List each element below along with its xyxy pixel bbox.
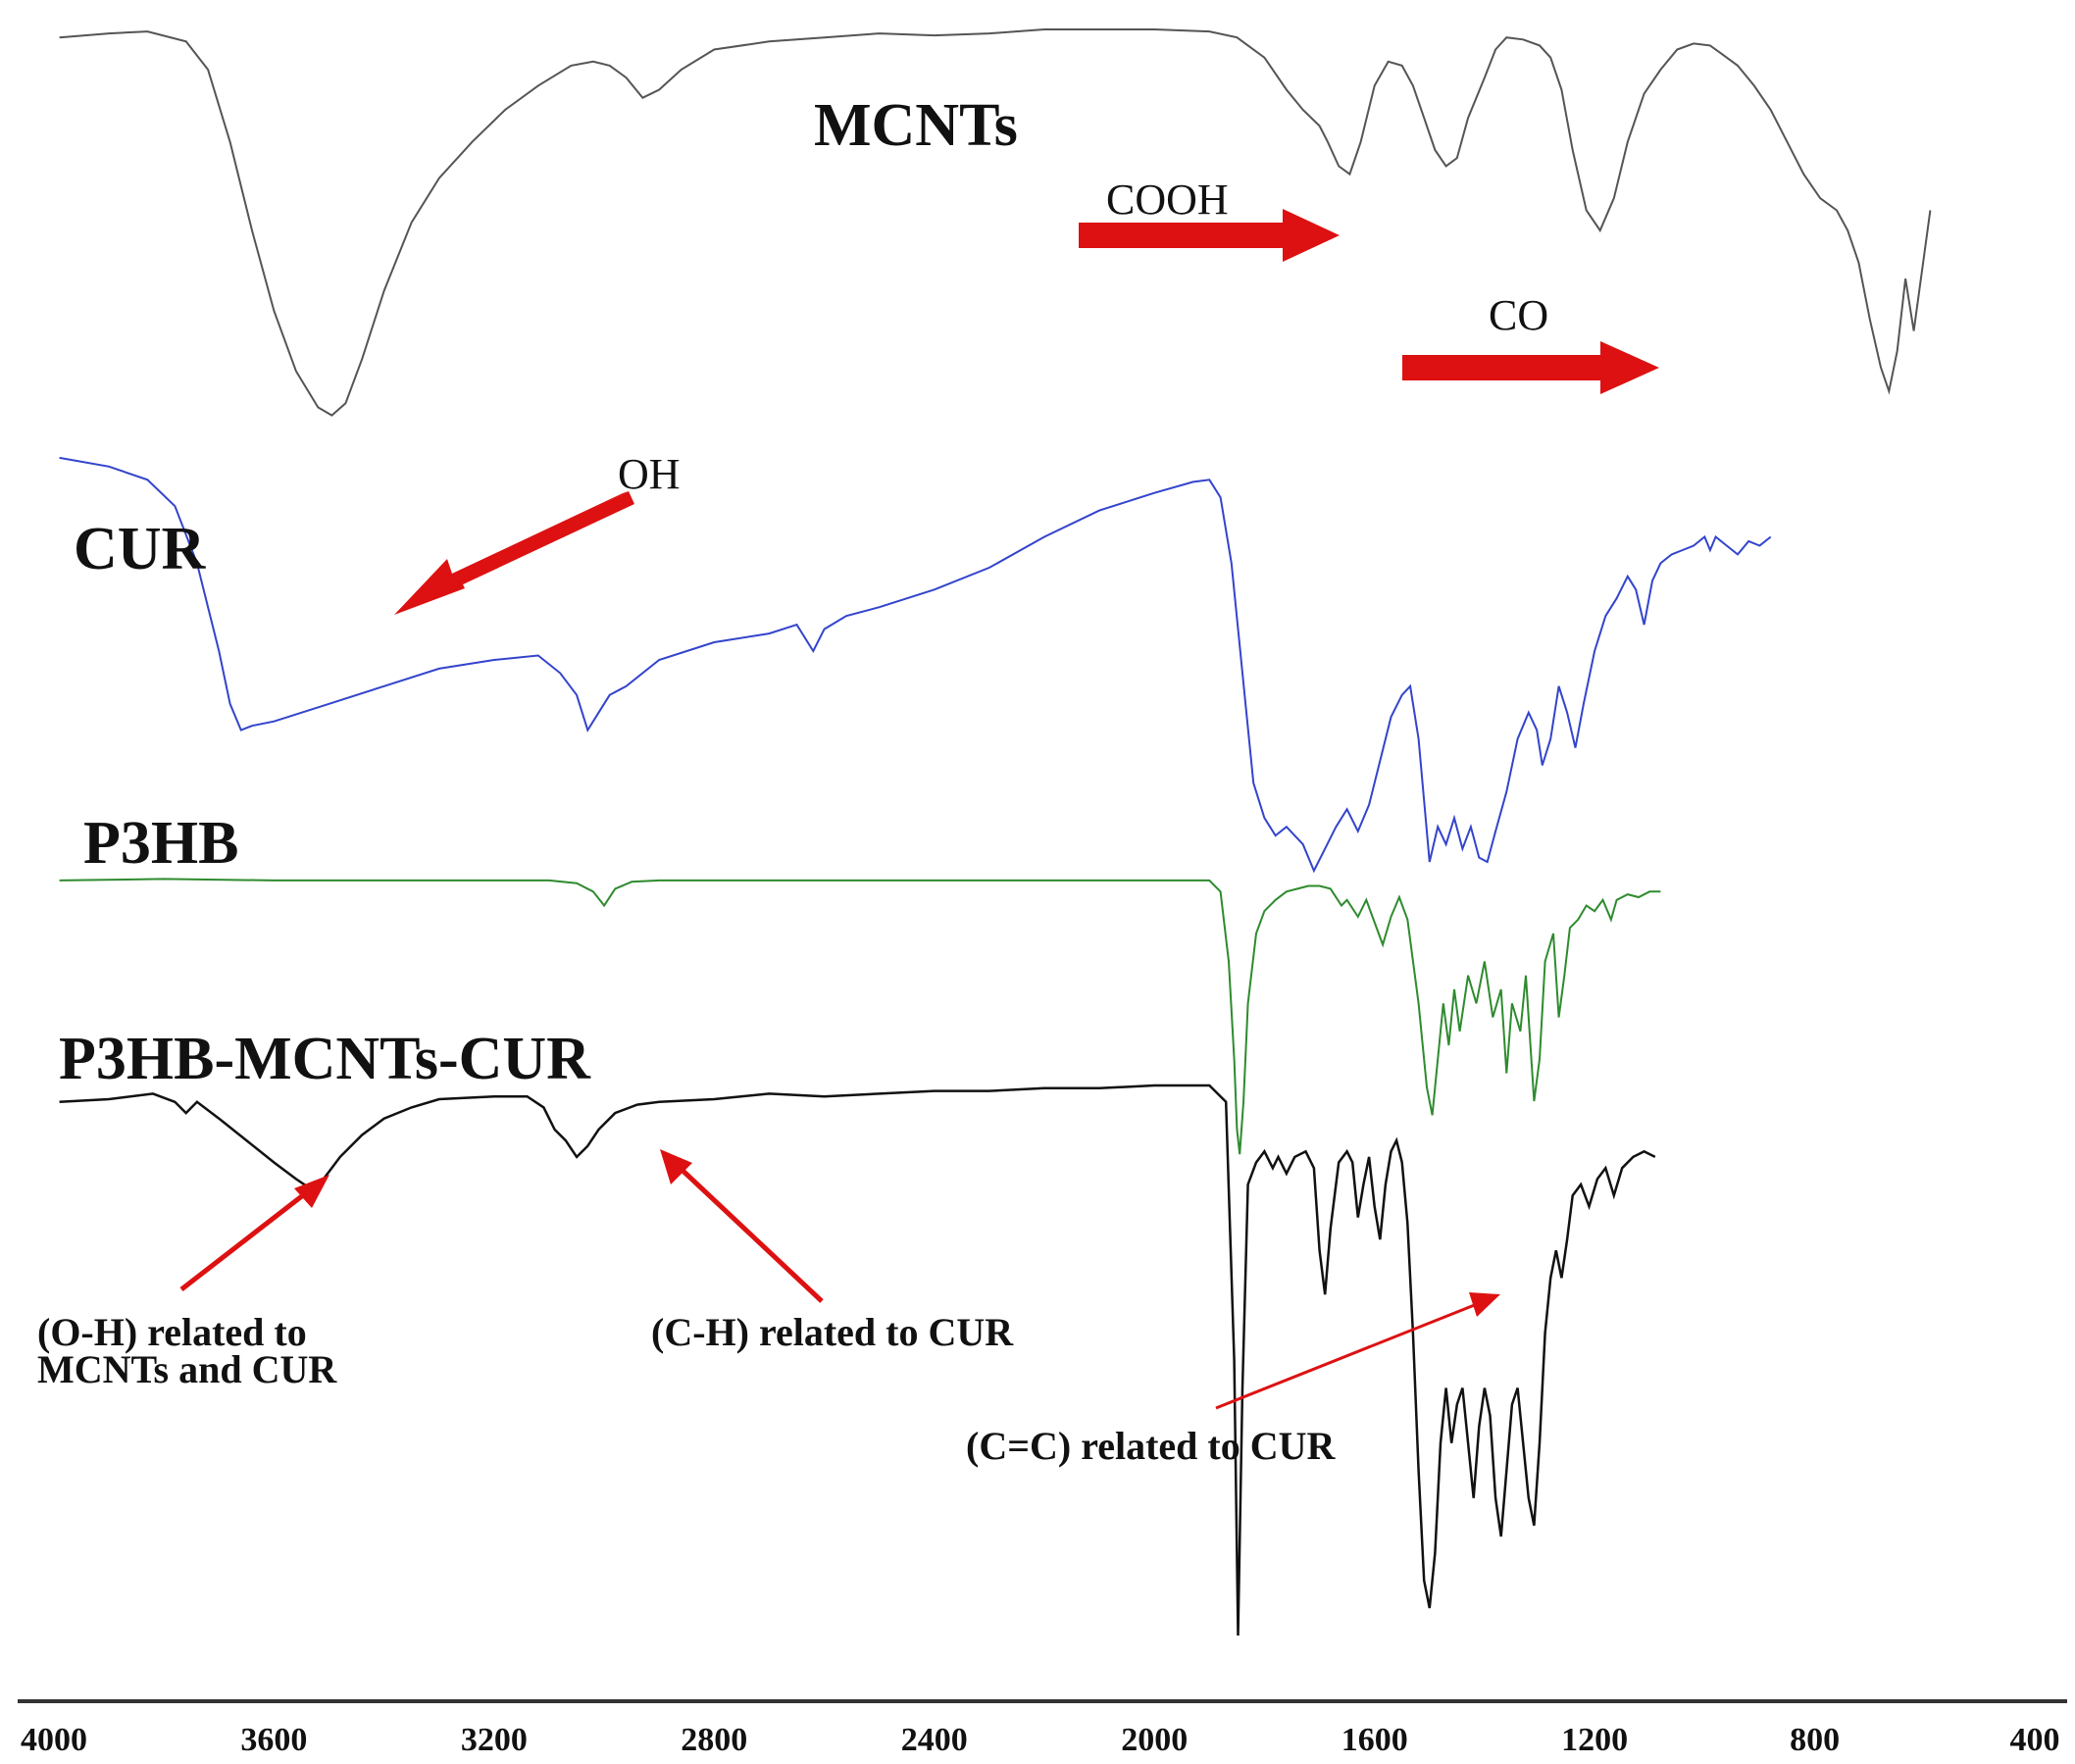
cur-spectrum-line bbox=[59, 456, 1772, 874]
ch-related-arrowhead bbox=[660, 1149, 692, 1184]
mcnts-spectrum-line bbox=[59, 28, 1932, 417]
oh-arrow-shaft bbox=[452, 491, 634, 585]
x-tick-label: 400 bbox=[2010, 1722, 2060, 1758]
x-tick-label: 2000 bbox=[1121, 1722, 1188, 1758]
oh-related-arrow bbox=[179, 1186, 314, 1291]
cur-trace-label: CUR bbox=[74, 516, 207, 582]
p3hb-spectrum-line bbox=[59, 878, 1661, 1155]
x-tick-label: 3600 bbox=[240, 1722, 307, 1758]
spectra-traces bbox=[59, 28, 1932, 1637]
cc-related-arrow bbox=[1215, 1302, 1478, 1410]
oh-related-annotation-line2: MCNTs and CUR bbox=[37, 1347, 337, 1391]
x-tick-label: 1600 bbox=[1341, 1722, 1408, 1758]
oh-related-annotation-line1: (O-H) related to bbox=[37, 1310, 307, 1354]
x-tick-label: 4000 bbox=[21, 1722, 87, 1758]
x-tick-label: 2400 bbox=[901, 1722, 968, 1758]
trace-labels: MCNTs CUR P3HB P3HB-MCNTs-CUR bbox=[59, 92, 1018, 1092]
annotations: COOH CO OH (O-H) related to MCNTs and CU… bbox=[37, 176, 1659, 1468]
cc-related-arrowhead bbox=[1469, 1292, 1500, 1317]
p3hb-trace-label: P3HB bbox=[83, 810, 238, 877]
composite-trace-label: P3HB-MCNTs-CUR bbox=[59, 1026, 591, 1092]
cooh-arrow bbox=[1079, 209, 1340, 262]
co-arrow bbox=[1402, 341, 1659, 394]
oh-related-arrowhead bbox=[294, 1175, 329, 1208]
oh-annotation: OH bbox=[618, 450, 681, 498]
x-tick-label: 2800 bbox=[681, 1722, 747, 1758]
x-axis-tick-labels: 4000 3600 3200 2800 2400 2000 1600 1200 800 400 bbox=[21, 1722, 2060, 1758]
x-tick-label: 800 bbox=[1790, 1722, 1840, 1758]
p3hb-mcnts-cur-spectrum-line bbox=[59, 1084, 1656, 1637]
ch-related-annotation: (C-H) related to CUR bbox=[651, 1310, 1014, 1354]
x-tick-label: 1200 bbox=[1561, 1722, 1628, 1758]
co-annotation: CO bbox=[1489, 291, 1548, 339]
x-tick-label: 3200 bbox=[461, 1722, 528, 1758]
oh-arrow bbox=[394, 491, 629, 615]
cc-related-annotation: (C=C) related to CUR bbox=[966, 1424, 1337, 1468]
cooh-annotation: COOH bbox=[1106, 176, 1229, 224]
mcnts-trace-label: MCNTs bbox=[814, 92, 1018, 159]
x-axis: 4000 3600 3200 2800 2400 2000 1600 1200 800 400 bbox=[18, 1699, 2067, 1758]
ch-related-arrow bbox=[675, 1163, 824, 1303]
